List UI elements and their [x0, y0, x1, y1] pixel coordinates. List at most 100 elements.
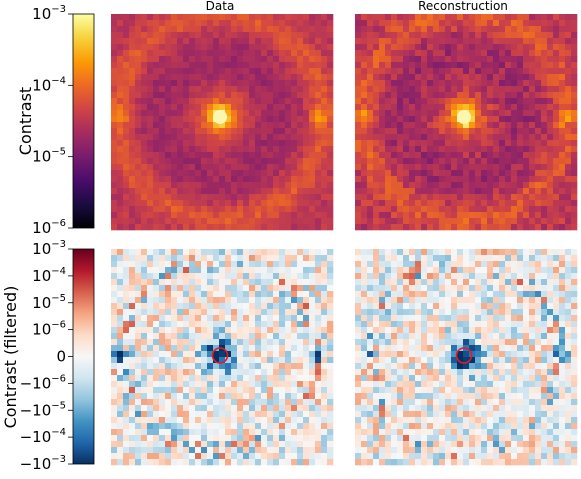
heatmap-cell [427, 297, 434, 304]
heatmap-cell [463, 74, 470, 81]
heatmap-cell [487, 297, 494, 304]
heatmap-cell [355, 158, 362, 165]
heatmap-cell [433, 375, 440, 382]
heatmap-cell [231, 134, 238, 141]
heatmap-cell [559, 327, 566, 334]
heatmap-cell [315, 333, 322, 340]
heatmap-cell [255, 200, 262, 207]
heatmap-cell [409, 44, 416, 51]
heatmap-cell [267, 429, 274, 436]
heatmap-cell [153, 218, 160, 225]
heatmap-cell [367, 297, 374, 304]
heatmap-cell [183, 146, 190, 153]
heatmap-cell [367, 188, 374, 195]
heatmap-cell [523, 200, 530, 207]
heatmap-cell [195, 387, 202, 394]
heatmap-cell [553, 291, 560, 298]
heatmap-cell [457, 50, 464, 57]
heatmap-cell [559, 62, 566, 69]
heatmap-cell [207, 26, 214, 33]
heatmap-cell [261, 134, 268, 141]
heatmap-cell [165, 68, 172, 75]
heatmap-cell [433, 381, 440, 388]
heatmap-cell [481, 224, 488, 231]
heatmap-cell [541, 32, 548, 39]
heatmap-cell [391, 399, 398, 406]
heatmap-cell [303, 116, 310, 123]
heatmap-cell [379, 206, 386, 213]
heatmap-cell [397, 351, 404, 358]
heatmap-cell [439, 164, 446, 171]
heatmap-cell [129, 182, 136, 189]
heatmap-cell [315, 116, 322, 123]
heatmap-cell [379, 255, 386, 262]
heatmap-cell [123, 182, 130, 189]
heatmap-cell [433, 44, 440, 51]
heatmap-cell [153, 170, 160, 177]
heatmap-cell [469, 339, 476, 346]
heatmap-cell [135, 339, 142, 346]
heatmap-cell [529, 122, 536, 129]
heatmap-cell [457, 206, 464, 213]
heatmap-cell [261, 218, 268, 225]
heatmap-cell [111, 134, 118, 141]
heatmap-cell [165, 345, 172, 352]
heatmap-cell [553, 56, 560, 63]
heatmap-cell [559, 80, 566, 87]
heatmap-cell [355, 182, 362, 189]
heatmap-cell [427, 164, 434, 171]
heatmap-cell [273, 182, 280, 189]
heatmap-cell [475, 32, 482, 39]
heatmap-cell [487, 339, 494, 346]
heatmap-cell [189, 50, 196, 57]
heatmap-cell [291, 98, 298, 105]
heatmap-cell [165, 218, 172, 225]
heatmap-cell [511, 249, 518, 256]
heatmap-cell [279, 345, 286, 352]
heatmap-cell [303, 255, 310, 262]
heatmap-cell [177, 363, 184, 370]
heatmap-cell [123, 206, 130, 213]
heatmap-cell [153, 104, 160, 111]
heatmap-cell [535, 333, 542, 340]
heatmap-cell [327, 441, 334, 448]
heatmap-cell [463, 152, 470, 159]
heatmap-cell [231, 327, 238, 334]
heatmap-cell [385, 38, 392, 45]
heatmap-cell [171, 158, 178, 165]
heatmap-cell [523, 134, 530, 141]
heatmap-cell [279, 194, 286, 201]
heatmap-cell [409, 98, 416, 105]
heatmap-cell [327, 92, 334, 99]
heatmap-cell [291, 74, 298, 81]
heatmap-cell [511, 80, 518, 87]
heatmap-cell [517, 279, 524, 286]
heatmap-cell [439, 104, 446, 111]
heatmap-cell [267, 26, 274, 33]
heatmap-cell [511, 375, 518, 382]
heatmap-cell [255, 369, 262, 376]
heatmap-cell [493, 110, 500, 117]
heatmap-cell [123, 393, 130, 400]
heatmap-cell [481, 176, 488, 183]
heatmap-cell [207, 182, 214, 189]
heatmap-cell [397, 170, 404, 177]
heatmap-cell [373, 146, 380, 153]
heatmap-cell [571, 315, 578, 322]
heatmap-cell [475, 218, 482, 225]
heatmap-cell [541, 170, 548, 177]
heatmap-cell [355, 351, 362, 358]
heatmap-cell [385, 261, 392, 268]
heatmap-cell [457, 38, 464, 45]
heatmap-cell [327, 447, 334, 454]
heatmap-cell [153, 38, 160, 45]
heatmap-cell [141, 309, 148, 316]
heatmap-cell [517, 399, 524, 406]
heatmap-cell [529, 200, 536, 207]
heatmap-cell [177, 411, 184, 418]
top-colorbar-bar [72, 13, 95, 229]
heatmap-cell [321, 206, 328, 213]
heatmap-cell [409, 188, 416, 195]
heatmap-cell [523, 14, 530, 21]
heatmap-cell [547, 80, 554, 87]
